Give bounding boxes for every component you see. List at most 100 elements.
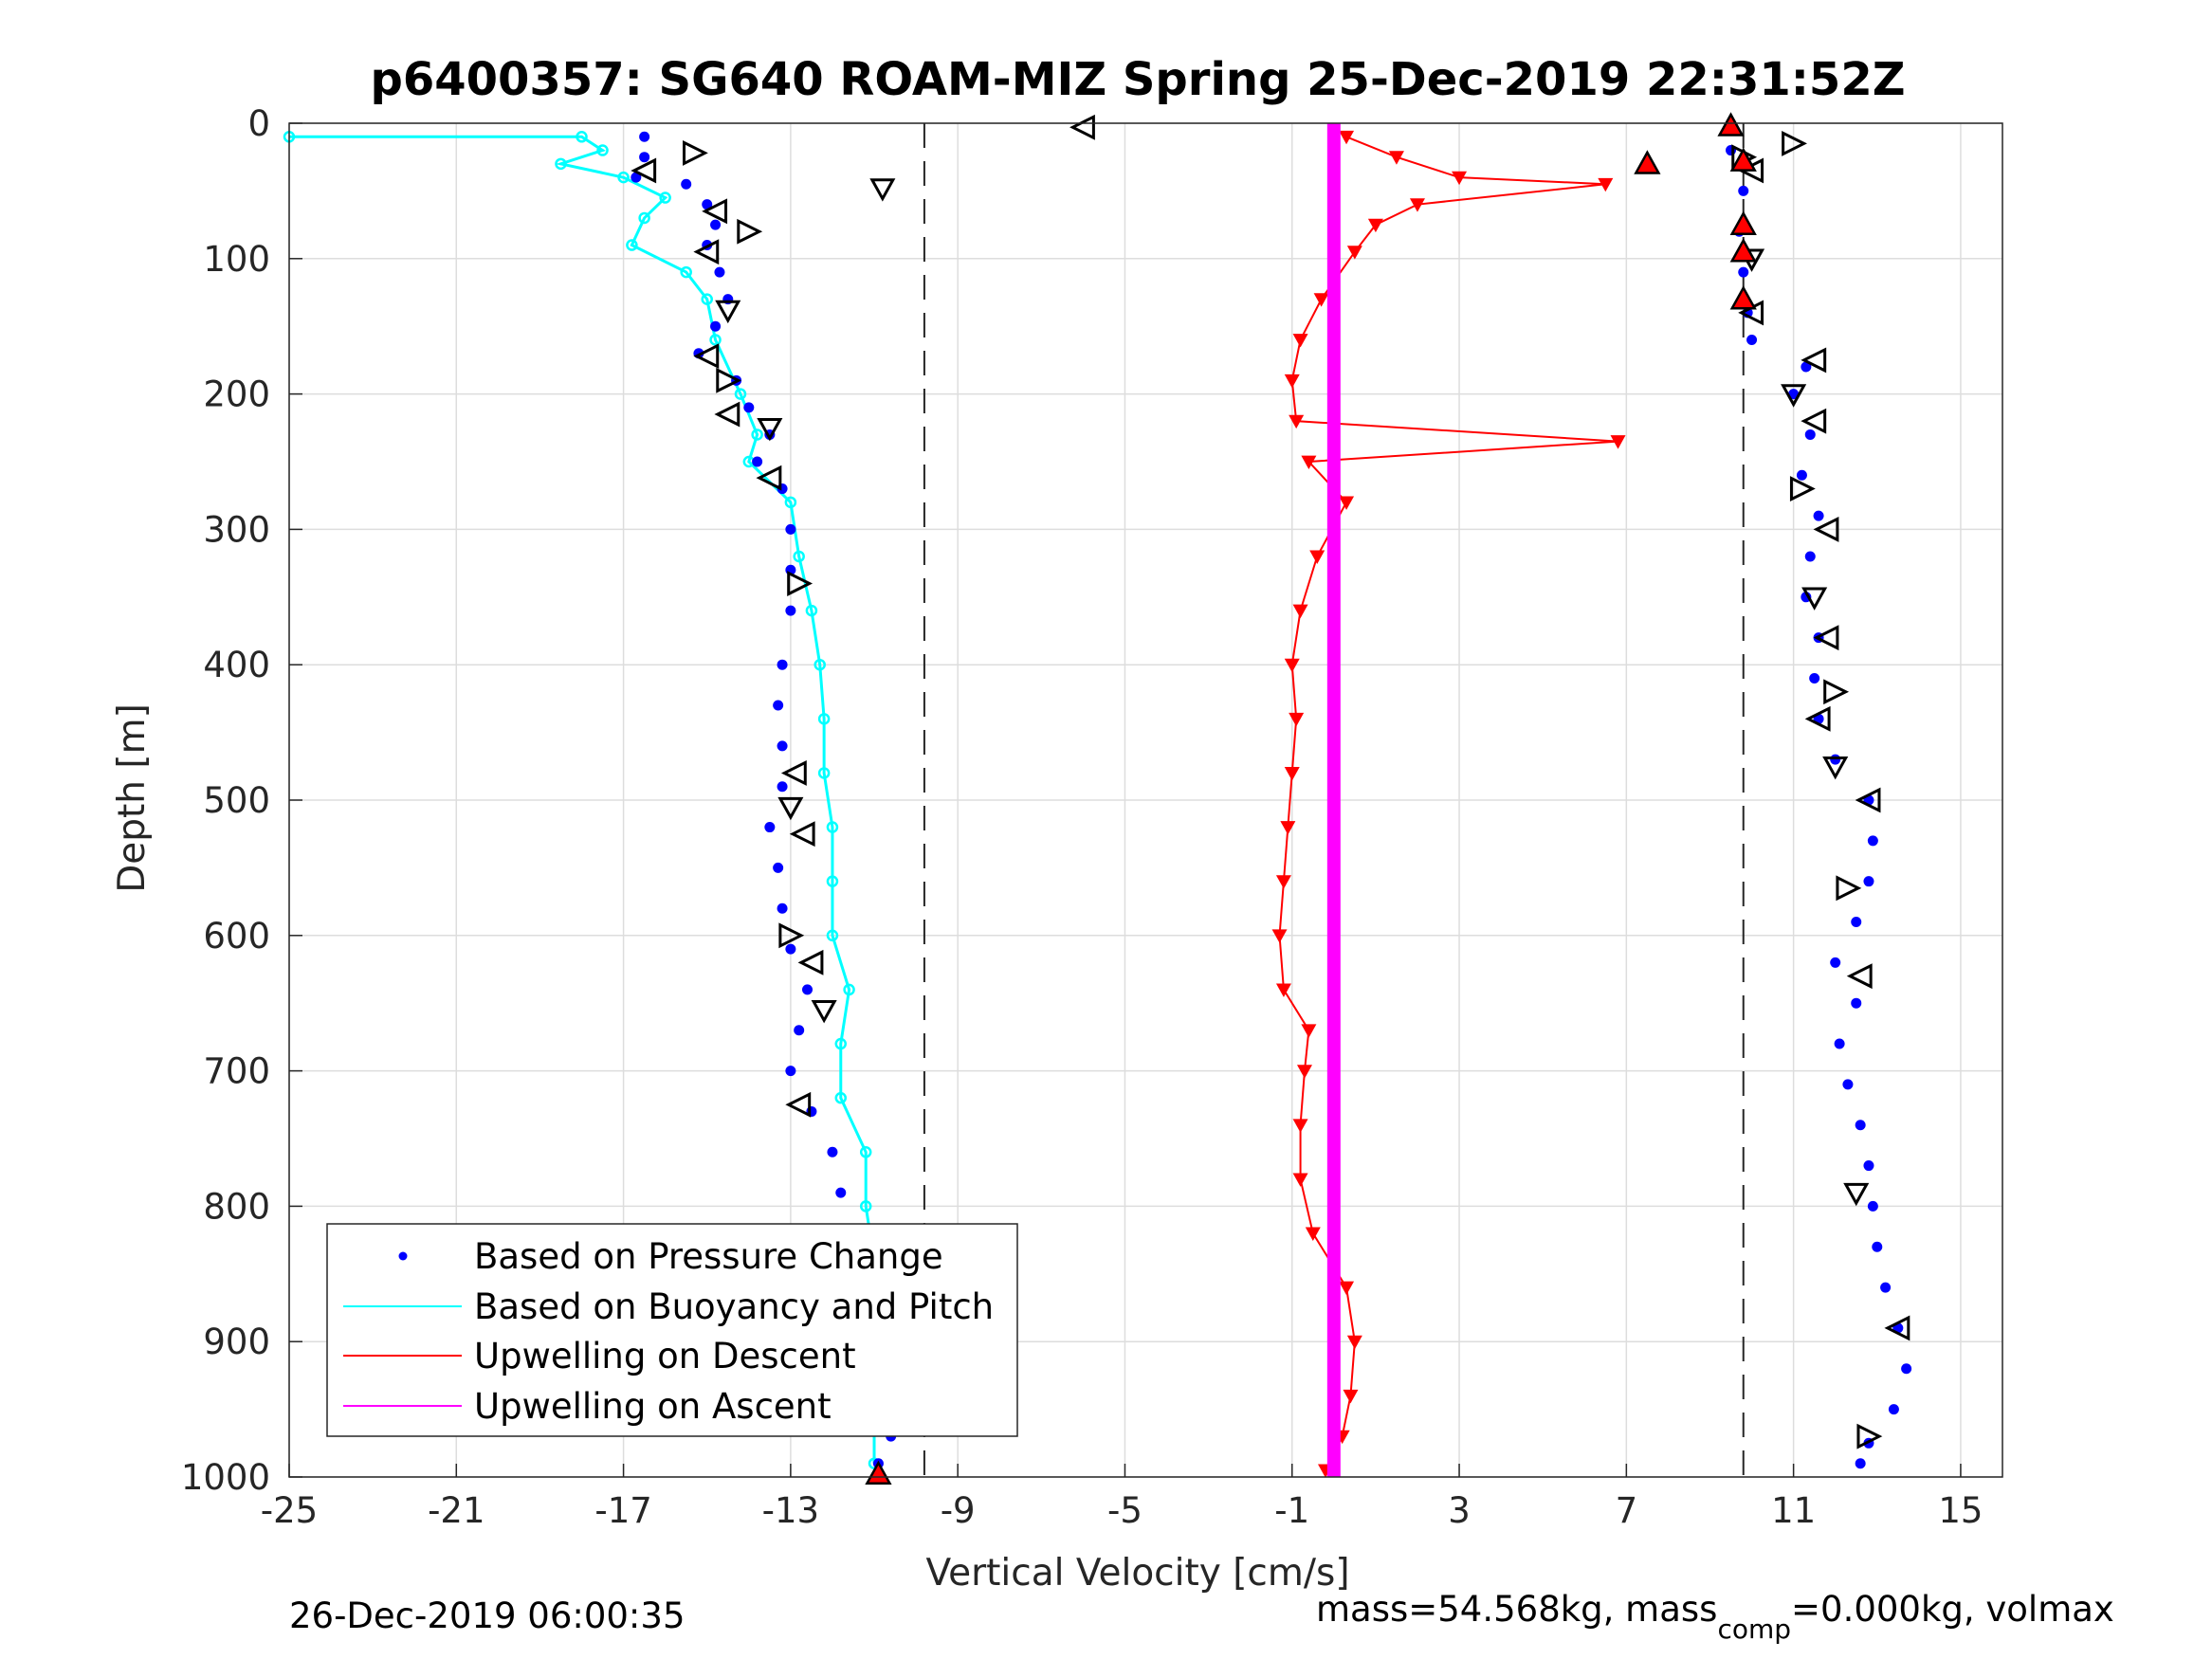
- open-triangle-marker: [787, 571, 814, 596]
- open-triangle-marker: [1789, 476, 1816, 501]
- pressure-change-point: [702, 199, 713, 210]
- buoyancy-pitch-point: [826, 929, 839, 942]
- pressure-change-point: [785, 523, 796, 535]
- x-tick-label: 15: [1938, 1490, 1983, 1531]
- open-triangle-marker: [1781, 384, 1807, 408]
- upwelling-descent-point: [1296, 1065, 1312, 1079]
- pressure-change-point: [785, 605, 796, 616]
- open-triangle-marker: [1801, 347, 1827, 374]
- pressure-change-point: [1804, 428, 1816, 440]
- legend-label-descent: Upwelling on Descent: [474, 1336, 856, 1376]
- buoyancy-pitch-point: [805, 604, 818, 617]
- buoyancy-pitch-point: [834, 1091, 848, 1104]
- pressure-change-point: [752, 456, 763, 467]
- x-tick-label: 3: [1448, 1490, 1471, 1531]
- upwelling-descent-point: [1284, 374, 1300, 389]
- pressure-change-point: [773, 862, 784, 873]
- series-buoyancy-pitch: [283, 131, 881, 1469]
- x-tick-label: -1: [1274, 1490, 1309, 1531]
- pressure-change-point: [1813, 510, 1824, 521]
- upwelling-descent-point: [1388, 151, 1404, 165]
- pressure-change-point: [1863, 1160, 1874, 1172]
- open-triangle-marker: [777, 796, 804, 821]
- x-tick-label: -5: [1107, 1490, 1143, 1531]
- buoyancy-pitch-point: [555, 157, 567, 171]
- pressure-change-point: [710, 320, 722, 332]
- buoyancy-pitch-point: [701, 293, 713, 305]
- filled-triangle-marker: [1729, 210, 1757, 235]
- buoyancy-pitch-point: [709, 334, 722, 346]
- open-triangle-marker: [1813, 516, 1839, 542]
- buoyancy-pitch-point: [826, 821, 839, 833]
- open-triangle-marker: [715, 300, 741, 324]
- open-triangle-marker: [693, 343, 720, 370]
- open-triangle-marker: [1822, 757, 1849, 780]
- buoyancy-pitch-point: [680, 265, 692, 279]
- pressure-change-point: [1851, 997, 1862, 1009]
- upwelling-descent-point: [1275, 983, 1291, 997]
- open-triangle-marker: [1836, 875, 1862, 902]
- upwelling-descent-point: [1452, 171, 1468, 186]
- legend-label-buoyancy: Based on Buoyancy and Pitch: [474, 1286, 994, 1327]
- y-tick-label: 100: [203, 239, 270, 280]
- upwelling-descent-point: [1292, 1173, 1308, 1187]
- open-triangle-marker: [714, 401, 740, 428]
- upwelling-descent-point: [1339, 1281, 1355, 1296]
- upwelling-descent-point: [1409, 198, 1425, 212]
- x-tick-label: -25: [261, 1490, 318, 1531]
- y-tick-label: 800: [203, 1186, 270, 1227]
- pressure-change-point: [1746, 334, 1758, 345]
- open-triangle-marker: [716, 367, 742, 393]
- buoyancy-pitch-point: [576, 131, 588, 143]
- open-triangle-marker: [1801, 587, 1828, 611]
- buoyancy-pitch-point: [834, 1037, 848, 1050]
- buoyancy-pitch-point: [751, 428, 763, 441]
- upwelling-descent-point: [1610, 435, 1626, 449]
- open-triangle-marker: [1855, 787, 1881, 813]
- pressure-change-point: [777, 740, 788, 752]
- pressure-change-point: [835, 1187, 847, 1198]
- upwelling-descent-point: [1309, 550, 1325, 564]
- buoyancy-pitch-line: [289, 135, 876, 1464]
- series-upwelling-descent: [1271, 130, 1626, 1478]
- legend-entry-pressure: Based on Pressure Change: [398, 1236, 943, 1277]
- upwelling-descent-point: [1313, 293, 1329, 307]
- open-triangle-marker: [757, 418, 783, 442]
- x-tick-label: -13: [762, 1490, 819, 1531]
- open-triangle-marker: [737, 218, 763, 245]
- filled-triangle-marker: [1729, 285, 1757, 310]
- pressure-change-point: [1880, 1282, 1892, 1293]
- axis-ticks: -25 -21 -17 -13 -9 -5 -1 3 7 11 150100200300400500…: [181, 103, 1983, 1531]
- open-triangle-marker: [756, 465, 782, 491]
- pressure-change-point: [802, 984, 814, 995]
- x-tick-label: -9: [941, 1490, 976, 1531]
- open-triangle-marker: [693, 239, 720, 265]
- x-tick-label: -21: [428, 1490, 484, 1531]
- buoyancy-pitch-point: [793, 550, 805, 563]
- open-triangle-marker: [778, 922, 805, 949]
- buoyancy-pitch-point: [638, 211, 650, 225]
- upwelling-descent-point: [1292, 1119, 1308, 1133]
- pressure-change-point: [1863, 876, 1874, 887]
- x-tick-label: -17: [594, 1490, 651, 1531]
- upwelling-descent-point: [1346, 246, 1362, 260]
- upwelling-descent-point: [1598, 177, 1614, 192]
- mass-info-part-1: mass=54.568kg, mass: [1316, 1589, 1717, 1630]
- pressure-change-point: [1830, 957, 1841, 968]
- buoyancy-pitch-point: [826, 875, 839, 887]
- upwelling-descent-point: [1292, 334, 1308, 348]
- pressure-change-point: [1809, 672, 1820, 684]
- upwelling-descent-point: [1301, 455, 1317, 469]
- open-triangle-marker: [1801, 408, 1827, 434]
- y-tick-label: 900: [203, 1322, 270, 1362]
- open-triangle-marker: [631, 157, 657, 184]
- legend-marker-dot: [398, 1251, 408, 1261]
- y-tick-label: 200: [203, 374, 270, 415]
- open-triangle-marker: [785, 1091, 812, 1118]
- y-tick-label: 700: [203, 1051, 270, 1092]
- open-triangle-marker: [797, 949, 824, 975]
- y-tick-label: 600: [203, 916, 270, 957]
- open-triangle-marker: [683, 139, 708, 166]
- open-triangle-marker: [1813, 625, 1839, 651]
- buoyancy-pitch-point: [596, 144, 609, 156]
